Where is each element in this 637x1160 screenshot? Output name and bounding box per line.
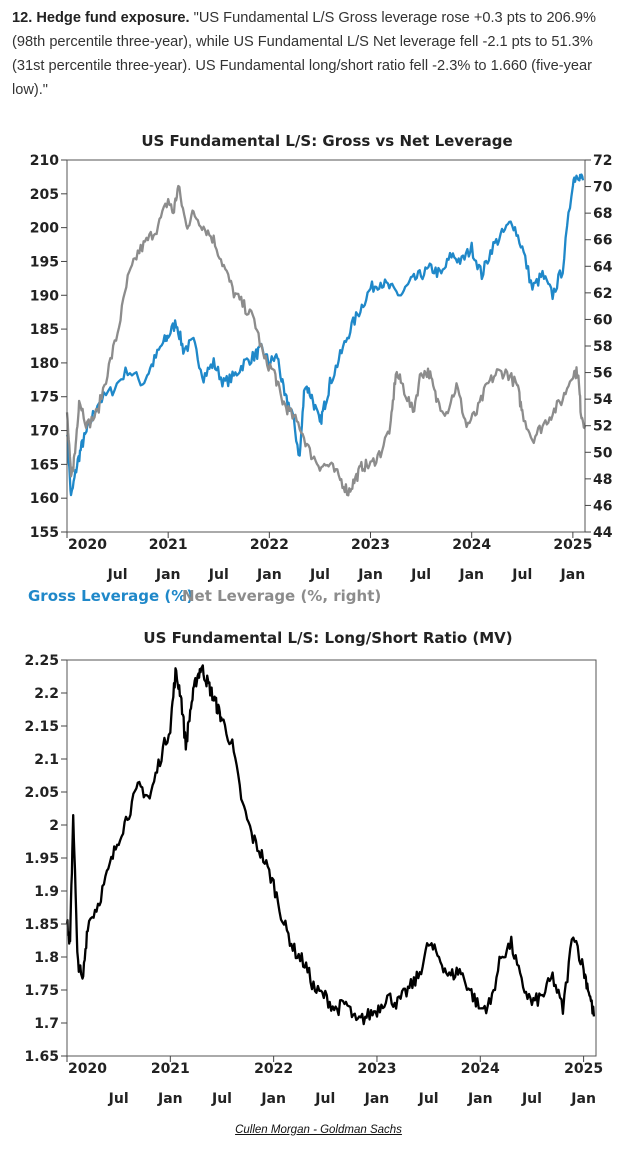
x-year-label: 2023: [351, 537, 390, 553]
x-month-label: Jan: [364, 1091, 390, 1107]
plot-frame: [66, 159, 586, 533]
x-year-label: 2020: [68, 1061, 107, 1077]
x-month-label: Jan: [570, 1091, 596, 1107]
gross-leverage-line: [65, 173, 585, 497]
x-year-label: 2024: [461, 1061, 500, 1077]
intro-paragraph: 12. Hedge fund exposure. "US Fundamental…: [12, 6, 627, 102]
x-month-label: Jul: [309, 567, 330, 583]
y-left-tick-label: 185: [30, 322, 59, 338]
x-year-label: 2021: [149, 537, 188, 553]
ratio-chart-svg: US Fundamental L/S: Long/Short Ratio (MV…: [24, 629, 603, 1107]
x-month-label: Jan: [260, 1091, 286, 1107]
y-left-tick-label: 210: [30, 153, 59, 169]
y-left-tick-label: 155: [30, 525, 59, 541]
y-right-tick-label: 70: [593, 180, 613, 196]
x-month-label: Jan: [467, 1091, 493, 1107]
y-right-tick-label: 56: [593, 366, 612, 382]
x-year-label: 2022: [250, 537, 289, 553]
y-left-tick-label: 2.05: [24, 785, 59, 801]
y-right-tick-label: 46: [593, 498, 612, 514]
leverage-chart-svg: US Fundamental L/S: Gross vs Net Leverag…: [28, 132, 613, 605]
y-left-tick-label: 200: [30, 221, 59, 237]
y-left-tick-label: 205: [30, 187, 59, 203]
y-left-tick-label: 2.1: [34, 752, 59, 768]
x-year-label: 2024: [452, 537, 491, 553]
y-left-tick-label: 190: [30, 288, 59, 304]
y-left-tick-label: 1.9: [34, 884, 59, 900]
x-month-label: Jan: [155, 567, 181, 583]
y-left-tick-label: 1.8: [34, 950, 59, 966]
y-right-tick-label: 58: [593, 339, 612, 355]
y-left-tick-label: 180: [30, 356, 59, 372]
source-link[interactable]: Cullen Morgan - Goldman Sachs: [235, 1124, 402, 1136]
y-left-tick-label: 175: [30, 390, 59, 406]
y-left-tick-label: 1.75: [24, 983, 59, 999]
ratio-chart: US Fundamental L/S: Long/Short Ratio (MV…: [0, 622, 637, 1117]
legend-net: Net Leverage (%, right): [182, 587, 381, 605]
y-right-tick-label: 44: [593, 525, 613, 541]
y-right-tick-label: 66: [593, 233, 612, 249]
intro-quote: "US Fundamental L/S Gross leverage rose …: [12, 10, 596, 98]
y-right-tick-label: 64: [593, 259, 613, 275]
x-month-label: Jan: [256, 567, 282, 583]
y-left-tick-label: 1.95: [24, 851, 59, 867]
net-leverage-line: [65, 184, 587, 497]
long-short-ratio-line: [65, 664, 596, 1026]
x-month-label: Jan: [357, 567, 383, 583]
y-right-tick-label: 62: [593, 286, 612, 302]
x-month-label: Jan: [560, 567, 586, 583]
x-month-label: Jul: [511, 567, 532, 583]
x-month-label: Jul: [410, 567, 431, 583]
x-month-label: Jan: [458, 567, 484, 583]
y-left-tick-label: 195: [30, 254, 59, 270]
leverage-chart: US Fundamental L/S: Gross vs Net Leverag…: [0, 125, 637, 610]
intro-heading: 12. Hedge fund exposure.: [12, 10, 190, 26]
y-left-tick-label: 165: [30, 457, 59, 473]
x-month-label: Jul: [521, 1091, 542, 1107]
y-left-tick-label: 1.65: [24, 1049, 59, 1065]
y-right-tick-label: 52: [593, 419, 612, 435]
leverage-chart-title: US Fundamental L/S: Gross vs Net Leverag…: [141, 132, 512, 150]
y-right-tick-label: 48: [593, 472, 612, 488]
x-month-label: Jul: [418, 1091, 439, 1107]
x-year-label: 2023: [357, 1061, 396, 1077]
y-left-tick-label: 1.85: [24, 917, 59, 933]
x-month-label: Jul: [108, 1091, 129, 1107]
x-month-label: Jul: [208, 567, 229, 583]
x-month-label: Jul: [107, 567, 128, 583]
y-right-tick-label: 72: [593, 153, 612, 169]
y-left-tick-label: 160: [30, 491, 59, 507]
x-year-label: 2021: [151, 1061, 190, 1077]
y-right-tick-label: 54: [593, 392, 613, 408]
x-year-label: 2025: [553, 537, 592, 553]
y-right-tick-label: 60: [593, 312, 613, 328]
y-left-tick-label: 170: [30, 424, 59, 440]
x-year-label: 2022: [254, 1061, 293, 1077]
y-left-tick-label: 2.25: [24, 653, 59, 669]
plot-frame: [66, 659, 597, 1057]
x-year-label: 2025: [564, 1061, 603, 1077]
x-month-label: Jan: [157, 1091, 183, 1107]
ratio-chart-title: US Fundamental L/S: Long/Short Ratio (MV…: [143, 629, 512, 647]
x-month-label: Jul: [314, 1091, 335, 1107]
y-right-tick-label: 68: [593, 206, 612, 222]
y-left-tick-label: 2: [49, 818, 59, 834]
y-left-tick-label: 1.7: [34, 1016, 59, 1032]
legend-gross: Gross Leverage (%): [28, 587, 193, 605]
y-right-tick-label: 50: [593, 445, 613, 461]
y-left-tick-label: 2.2: [34, 686, 59, 702]
x-month-label: Jul: [211, 1091, 232, 1107]
x-year-label: 2020: [68, 537, 107, 553]
y-left-tick-label: 2.15: [24, 719, 59, 735]
